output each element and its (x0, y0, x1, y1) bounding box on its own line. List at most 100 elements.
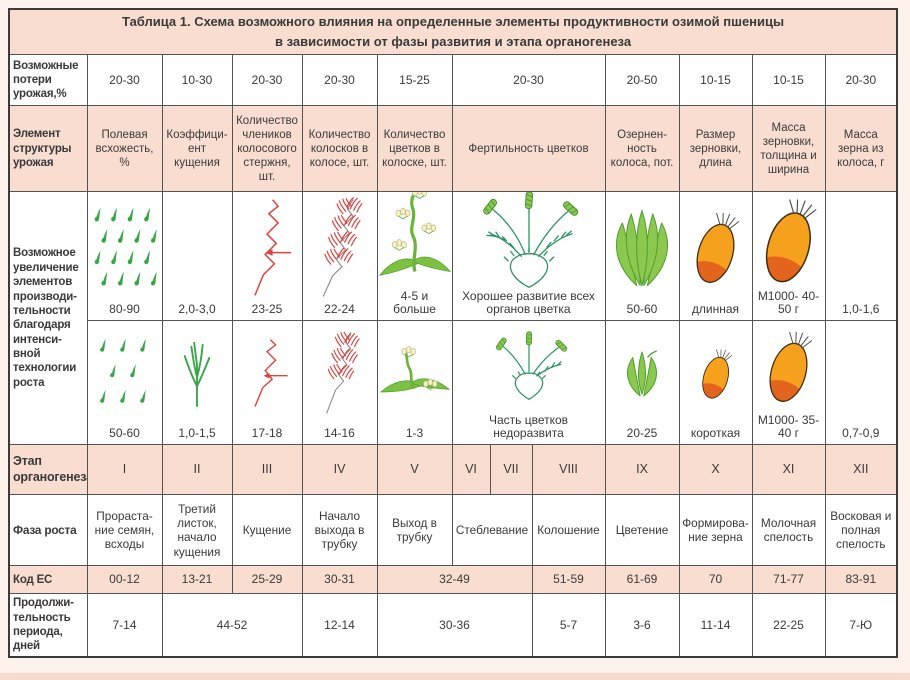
loss-value: 10-15 (751, 54, 826, 107)
cell-value: Часть цветков недоразвита (488, 412, 569, 441)
kod-row-label: Код ЕС (8, 565, 88, 595)
etap-value: X (678, 444, 753, 496)
cell-value: 2,0-3,0 (178, 302, 216, 317)
cell-value: 50-60 (626, 302, 658, 317)
cell-florets-intensive: 4-5 и больше (376, 191, 453, 322)
cell-value: 23-25 (251, 302, 283, 317)
cell-value: 0,7-0,9 (842, 426, 880, 441)
faza-value: Колошение (531, 494, 606, 567)
cell-grain-number-normal: 20-25 (604, 320, 680, 446)
element-header: Размер зерновки, длина (678, 105, 753, 193)
element-header: Количество члеников колосового стержня, … (231, 105, 303, 193)
cell-ear-mass-intensive: 1,0-1,6 (824, 191, 898, 322)
kod-value: 83-91 (824, 565, 898, 595)
etap-row-label: Этап органогенеза (8, 444, 88, 496)
faza-row-label: Фаза роста (8, 494, 88, 567)
faza-value: Прораста- ние семян, всходы (86, 494, 163, 567)
etap-value: XII (824, 444, 898, 496)
duration-value: 7-14 (86, 593, 163, 658)
productivity-table: Таблица 1. Схема возможного влияния на о… (8, 8, 899, 658)
element-header: Озернен- ность колоса, пот. (604, 105, 680, 193)
loss-value: 20-30 (231, 54, 303, 107)
duration-value: 44-52 (161, 593, 303, 658)
grass-tiller-icon (179, 322, 215, 428)
etap-value: VIII (531, 444, 606, 496)
cell-tillering-normal: 1,0-1,5 (161, 320, 233, 446)
increase-section-label: Возможное увеличение элементов производи… (8, 191, 88, 446)
table-title-line1: Таблица 1. Схема возможного влияния на о… (121, 14, 785, 29)
faza-value: Кущение (231, 494, 303, 567)
duration-value: 5-7 (531, 593, 606, 658)
grain-kernel-icon (757, 192, 821, 289)
faza-value: Восковая и полная спелость (824, 494, 898, 567)
element-header: Количество колосков в колосе, шт. (301, 105, 378, 193)
cell-value: 22-24 (324, 302, 355, 317)
table-title: Таблица 1. Схема возможного влияния на о… (8, 8, 898, 56)
kod-value: 25-29 (231, 565, 303, 595)
cell-value: 1,0-1,6 (842, 302, 880, 317)
cell-value: М1000- 35-40 г (757, 412, 820, 441)
cell-fertility-intensive: Хорошее развитие всех органов цветка (451, 191, 606, 322)
cell-grain-mass-normal: М1000- 35-40 г (751, 320, 826, 446)
cell-germination-intensive: 80-90 (86, 191, 163, 322)
duration-value: 22-25 (751, 593, 826, 658)
duration-value: 7-Ю (824, 593, 898, 658)
cell-ear-mass-normal: 0,7-0,9 (824, 320, 898, 446)
cell-value: Хорошее развитие всех органов цветка (462, 288, 595, 317)
kod-value: 32-49 (376, 565, 533, 595)
cell-rachis-intensive: 23-25 (231, 191, 303, 322)
kod-value: 00-12 (86, 565, 163, 595)
cell-germination-normal: 50-60 (86, 320, 163, 446)
leafy-ear-icon (608, 193, 676, 304)
kod-value: 71-77 (751, 565, 826, 595)
faza-value: Цветение (604, 494, 680, 567)
faza-value: Формирова- ние зерна (678, 494, 753, 567)
rachis-zigzag-arrow-icon (241, 193, 293, 304)
kod-value: 51-59 (531, 565, 606, 595)
cell-spikelets-intensive: 22-24 (301, 191, 378, 322)
grain-kernel-icon (697, 321, 735, 427)
spike-with-spikelets-icon (315, 322, 365, 428)
floret-branch-icon (379, 322, 451, 428)
cell-fertility-normal: Часть цветков недоразвита (451, 320, 606, 446)
flower-stamens-icon (478, 322, 580, 414)
grain-kernel-icon (762, 321, 816, 413)
cell-rachis-normal: 17-18 (231, 320, 303, 446)
duration-value: 30-36 (376, 593, 533, 658)
duration-value: 3-6 (604, 593, 680, 658)
cell-grain-mass-intensive: М1000- 40-50 г (751, 191, 826, 322)
cell-value: 14-16 (324, 426, 355, 441)
etap-value: XI (751, 444, 826, 496)
cell-value: 17-18 (251, 426, 283, 441)
duration-row-label: Продолжи- тельность периода, дней (8, 593, 88, 658)
etap-value: IX (604, 444, 680, 496)
cell-florets-normal: 1-3 (376, 320, 453, 446)
rachis-zigzag-arrow-icon (243, 322, 291, 428)
loss-value: 20-50 (604, 54, 680, 107)
cell-value: 80-90 (109, 302, 140, 317)
element-header: Масса зерна из колоса, г (824, 105, 898, 193)
loss-value: 10-15 (678, 54, 753, 107)
cell-grain-number-intensive: 50-60 (604, 191, 680, 322)
kod-value: 13-21 (161, 565, 233, 595)
element-header: Полевая всхожесть, % (86, 105, 163, 193)
loss-value: 10-30 (161, 54, 233, 107)
cell-value: 50-60 (109, 426, 140, 441)
loss-row-label: Возможные потери урожая,% (8, 54, 88, 107)
cell-value: 20-25 (626, 426, 658, 441)
element-header: Количество цветков в колоске, шт. (376, 105, 453, 193)
element-header: Масса зерновки, толщина и ширина (751, 105, 826, 193)
etap-value: VII (489, 444, 533, 496)
faza-value: Выход в трубку (376, 494, 453, 567)
cell-spikelets-normal: 14-16 (301, 320, 378, 446)
loss-value: 15-25 (376, 54, 453, 107)
cell-value: длинная (691, 302, 740, 317)
cell-grain-size-normal: короткая (678, 320, 753, 446)
etap-value: IV (301, 444, 378, 496)
loss-value: 20-30 (824, 54, 898, 107)
loss-value: 20-30 (301, 54, 378, 107)
seedlings-sparse-icon (94, 322, 156, 428)
duration-value: 12-14 (301, 593, 378, 658)
element-header: Фертильность цветков (451, 105, 606, 193)
duration-value: 11-14 (678, 593, 753, 658)
